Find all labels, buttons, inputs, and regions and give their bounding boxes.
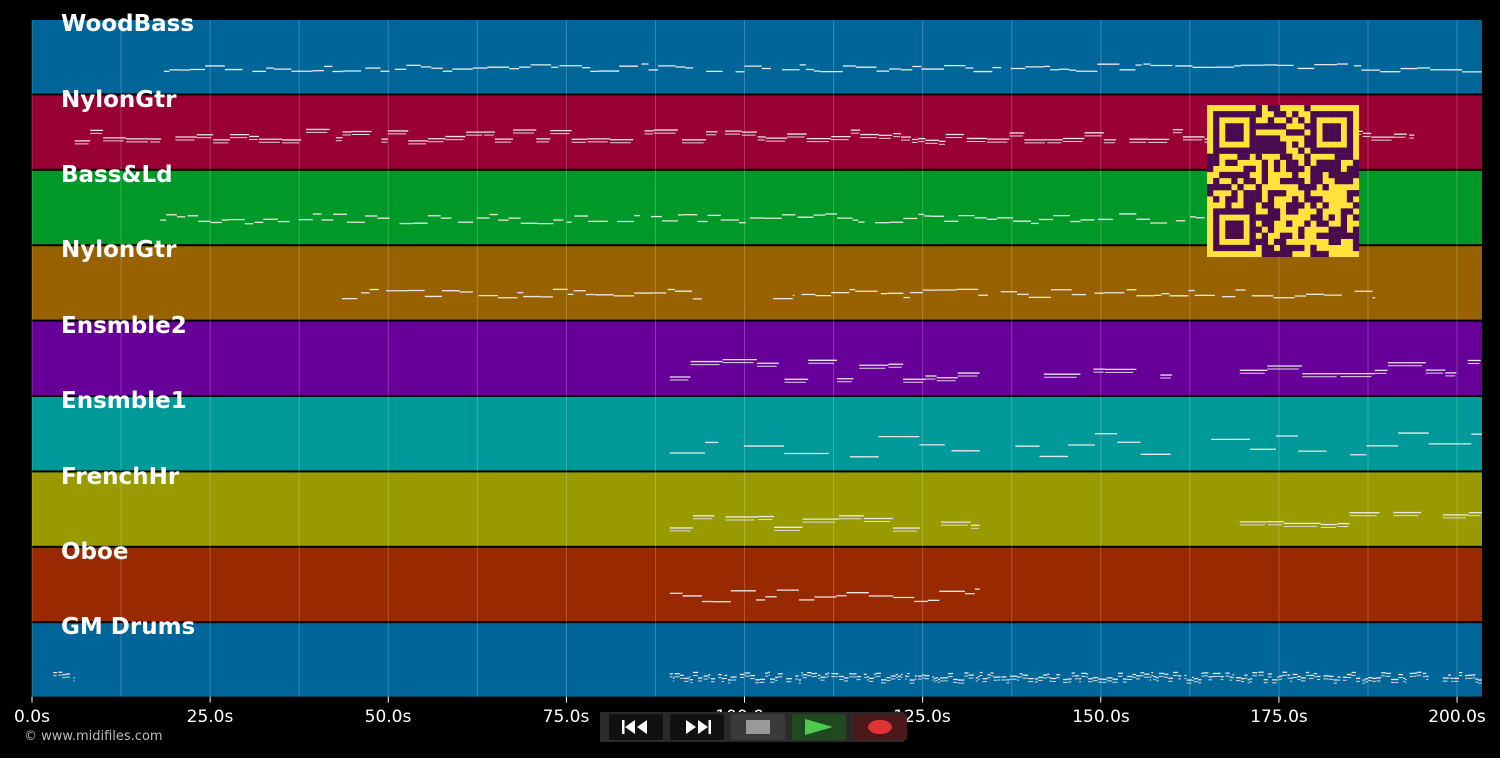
play-icon	[805, 719, 833, 735]
track-lane	[32, 397, 1482, 471]
track-label: Ensmble2	[61, 313, 187, 339]
time-tick-label: 50.0s	[364, 707, 412, 727]
stop-button[interactable]	[731, 714, 785, 740]
track-lane	[32, 246, 1482, 320]
fast-forward-button[interactable]	[670, 714, 724, 740]
time-tick-label: 150.0s	[1072, 707, 1130, 727]
copyright-text[interactable]: © www.midifiles.com	[24, 729, 163, 744]
track-lane	[32, 472, 1482, 546]
time-tick-label: 125.0s	[893, 707, 951, 727]
record-icon	[868, 720, 892, 734]
stop-icon	[746, 720, 770, 734]
time-tick-label: 25.0s	[186, 707, 234, 727]
play-button[interactable]	[792, 714, 846, 740]
track-lane	[32, 321, 1482, 395]
time-tick-label: 75.0s	[542, 707, 590, 727]
rewind-button[interactable]	[609, 714, 663, 740]
track-label: Bass&Ld	[61, 162, 173, 188]
time-tick-label: 175.0s	[1250, 707, 1308, 727]
track-label: Oboe	[61, 539, 129, 565]
transport-bar	[600, 712, 907, 742]
track-label: NylonGtr	[61, 87, 177, 113]
track-lane	[32, 20, 1482, 94]
rewind-icon	[622, 720, 647, 734]
track-label: Ensmble1	[61, 388, 187, 414]
time-tick-label: 200.0s	[1428, 707, 1486, 727]
track-label: GM Drums	[61, 614, 196, 640]
record-button[interactable]	[853, 714, 907, 740]
track-label: WoodBass	[61, 11, 195, 37]
track-lane	[32, 547, 1482, 622]
qr-code-icon[interactable]	[1207, 105, 1359, 257]
track-lane	[32, 623, 1482, 697]
track-label: NylonGtr	[61, 237, 177, 263]
time-tick-label: 0.0s	[14, 707, 50, 727]
track-label: FrenchHr	[61, 464, 180, 490]
fast-forward-icon	[686, 720, 711, 734]
